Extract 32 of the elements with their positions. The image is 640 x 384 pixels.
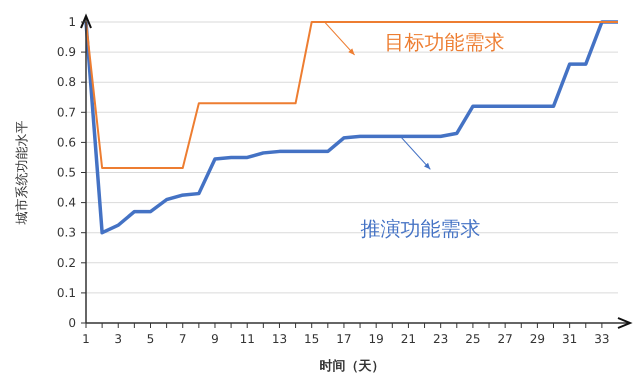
y-tick-label: 0.6 (56, 135, 76, 150)
x-tick-label: 5 (146, 332, 154, 346)
x-tick-label: 3 (114, 332, 122, 346)
y-tick-label: 0.5 (56, 166, 76, 180)
x-tick-label: 21 (400, 332, 416, 346)
x-tick-label: 9 (211, 332, 219, 346)
y-tick-label: 0.1 (56, 286, 76, 300)
x-tick-label: 31 (562, 332, 578, 346)
x-tick-label: 11 (240, 332, 255, 346)
x-tick-label: 29 (530, 332, 546, 346)
x-tick-label: 27 (498, 332, 513, 346)
y-tick-label: 0.9 (56, 45, 76, 60)
y-tick-label: 1 (68, 15, 76, 29)
y-tick-label: 0.3 (56, 226, 76, 240)
x-tick-label: 17 (336, 332, 352, 346)
x-tick-label: 15 (304, 332, 320, 346)
x-tick-label: 7 (178, 332, 187, 346)
y-tick-label: 0 (68, 316, 76, 330)
x-tick-label: 19 (368, 332, 384, 346)
x-tick-label: 1 (82, 332, 90, 346)
y-tick-label: 0.7 (56, 105, 76, 120)
y-axis-title: 城市系统功能水平 (15, 120, 30, 226)
x-tick-label: 23 (433, 332, 448, 346)
y-tick-label: 0.4 (56, 196, 76, 210)
y-tick-label: 0.8 (56, 75, 76, 90)
text: 推演功能需求 (360, 216, 480, 241)
x-axis-title: 时间（天） (320, 359, 384, 374)
x-tick-label: 13 (272, 332, 288, 346)
x-tick-label: 33 (594, 332, 610, 346)
y-tick-label: 0.2 (56, 256, 76, 270)
legend-label: 目标功能需求 (384, 30, 505, 54)
x-tick-label: 25 (465, 332, 481, 346)
